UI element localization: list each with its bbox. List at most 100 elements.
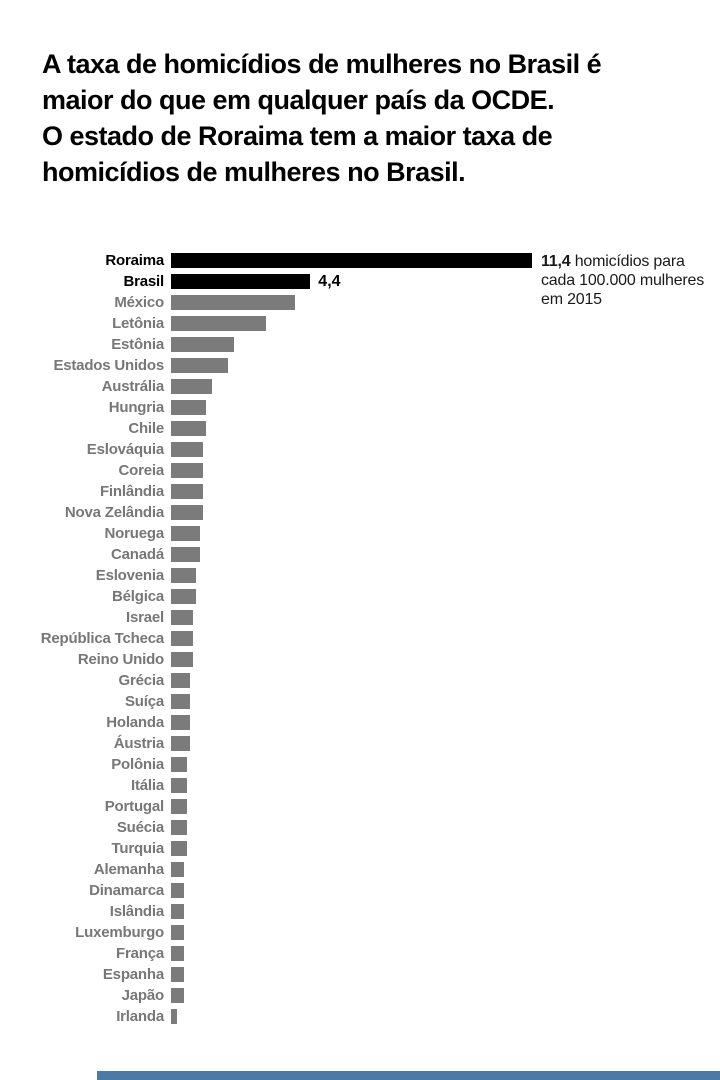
bar	[171, 547, 200, 562]
country-label: Áustria	[113, 735, 164, 752]
country-label: Brasil	[123, 273, 165, 290]
bar	[171, 421, 206, 436]
bar-row: Israel	[0, 607, 720, 628]
country-label: Portugal	[104, 798, 164, 815]
annotation-line-1: homicídios para	[570, 253, 685, 270]
country-label: Reino Unido	[77, 651, 164, 668]
bar-row: Reino Unido	[0, 649, 720, 670]
country-label: Noruega	[104, 525, 165, 542]
country-label: Alemanha	[93, 861, 164, 878]
annotation-line-3: em 2015	[541, 291, 602, 308]
bar	[171, 967, 184, 982]
country-label: Japão	[121, 987, 165, 1004]
chart-title-line-2: maior do que em qualquer país da OCDE.	[42, 85, 555, 115]
annotation-line-2: cada 100.000 mulheres	[541, 272, 705, 289]
bar-row: Brasil 4,4	[0, 271, 720, 292]
bar	[171, 631, 194, 646]
bar	[171, 337, 235, 352]
bar-row: Eslováquia	[0, 439, 720, 460]
country-label: Chile	[128, 420, 164, 437]
bar-row: Finlândia	[0, 481, 720, 502]
bar-row: Estônia	[0, 334, 720, 355]
bar-row: Estados Unidos	[0, 355, 720, 376]
country-label: Turquia	[111, 840, 165, 857]
chart-title: A taxa de homicídios de mulheres no Bras…	[42, 46, 602, 190]
bar	[171, 757, 187, 772]
country-label: Eslovenia	[95, 567, 164, 584]
bar-row: México	[0, 292, 720, 313]
bar	[171, 946, 184, 961]
country-label: França	[116, 945, 164, 962]
bar-chart: Roraima Brasil 4,4 México Letônia Estônia Esta…	[0, 250, 720, 1027]
bar	[171, 295, 295, 310]
bar	[171, 820, 187, 835]
country-label: Coreia	[118, 462, 165, 479]
bar	[171, 883, 184, 898]
bar-row: Noruega	[0, 523, 720, 544]
chart-title-line-1: A taxa de homicídios de mulheres no Bras…	[42, 49, 602, 79]
country-label: Letônia	[112, 315, 164, 332]
country-label: Hungria	[108, 399, 164, 416]
bar-row: Eslovenia	[0, 565, 720, 586]
bar-row: Roraima	[0, 250, 720, 271]
bar-row: Chile	[0, 418, 720, 439]
bar-row: Turquia	[0, 838, 720, 859]
country-label: Estados Unidos	[53, 357, 164, 374]
country-label: México	[114, 294, 164, 311]
country-label: Holanda	[106, 714, 164, 731]
bar-row: Grécia	[0, 670, 720, 691]
bar	[171, 589, 197, 604]
bar	[171, 463, 203, 478]
bar	[171, 484, 203, 499]
bar-row: Letônia	[0, 313, 720, 334]
bar-row: República Tcheca	[0, 628, 720, 649]
country-label: Estônia	[111, 336, 164, 353]
bar-value-label: 4,4	[318, 272, 341, 290]
country-label: Espanha	[102, 966, 164, 983]
bar	[171, 568, 197, 583]
bar-row: Japão	[0, 985, 720, 1006]
bar-row: Áustria	[0, 733, 720, 754]
country-label: Eslováquia	[86, 441, 164, 458]
country-label: Nova Zelândia	[64, 504, 164, 521]
bar-row: Holanda	[0, 712, 720, 733]
annotation-value: 11,4	[541, 253, 571, 270]
bar	[171, 904, 184, 919]
bar	[171, 778, 187, 793]
country-label: Suécia	[116, 819, 164, 836]
country-label: Dinamarca	[89, 882, 164, 899]
bar	[171, 694, 190, 709]
bar-row: Portugal	[0, 796, 720, 817]
bar	[171, 799, 187, 814]
bar-row: Espanha	[0, 964, 720, 985]
country-label: República Tcheca	[40, 630, 164, 647]
bar	[171, 379, 213, 394]
country-label: Luxemburgo	[75, 924, 164, 941]
bar	[171, 925, 184, 940]
bar-row: Dinamarca	[0, 880, 720, 901]
bar-row: Itália	[0, 775, 720, 796]
bar-row: Canadá	[0, 544, 720, 565]
country-label: Islândia	[109, 903, 164, 920]
bar-row: Nova Zelândia	[0, 502, 720, 523]
bar	[171, 274, 311, 289]
bar-row: Luxemburgo	[0, 922, 720, 943]
bar	[171, 652, 194, 667]
bar-row: Austrália	[0, 376, 720, 397]
bar	[171, 610, 194, 625]
country-label: Finlândia	[99, 483, 164, 500]
bar	[171, 400, 206, 415]
bar	[171, 442, 203, 457]
bar	[171, 988, 184, 1003]
bar-annotation: 11,4 homicídios para cada 100.000 mulher…	[541, 252, 716, 309]
bar	[171, 1009, 178, 1024]
bar-row: Hungria	[0, 397, 720, 418]
bar	[171, 673, 190, 688]
country-label: Irlanda	[116, 1008, 164, 1025]
bar	[171, 526, 200, 541]
footer-accent-bar	[97, 1071, 720, 1080]
bar-row: França	[0, 943, 720, 964]
country-label: Polônia	[111, 756, 164, 773]
bar	[171, 253, 532, 268]
